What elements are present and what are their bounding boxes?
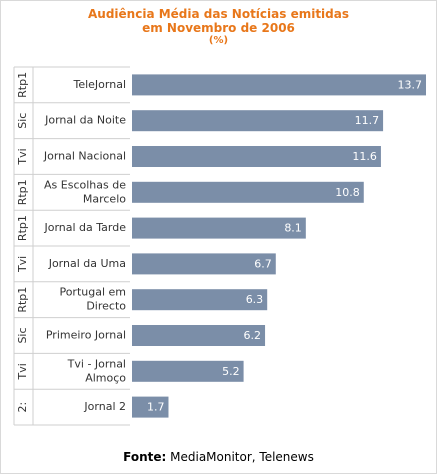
data-label: 11.7: [355, 114, 380, 127]
bar: [132, 396, 169, 418]
category-label: Jornal da Tarde: [43, 221, 126, 234]
channel-label: Rtp1: [16, 215, 29, 241]
bar: [132, 217, 306, 239]
data-label: 10.8: [335, 186, 360, 199]
data-label: 6.2: [244, 329, 262, 342]
channel-label: Rtp1: [16, 179, 29, 205]
source-note: Fonte: MediaMonitor, Telenews: [0, 450, 437, 464]
bar: [132, 289, 268, 311]
category-label-line: Primeiro Jornal: [46, 329, 126, 342]
channel-label: Sic: [16, 113, 29, 129]
category-label: As Escolhas de Marcelo: [44, 178, 126, 205]
data-label: 11.6: [352, 150, 377, 163]
category-label-line: Tvi - Jornal: [67, 357, 126, 370]
channel-label: Rtp1: [16, 72, 29, 98]
source-text: MediaMonitor, Telenews: [170, 450, 314, 464]
data-label: 6.7: [254, 257, 272, 270]
category-label-line: Portugal em: [59, 286, 126, 299]
bar: [132, 74, 426, 96]
category-label: TeleJornal: [72, 78, 126, 91]
chart-title-line1: Audiência Média das Notícias emitidas: [88, 7, 349, 21]
chart-title-unit: (%): [208, 35, 229, 46]
category-label: Tvi - Jornal Almoço: [67, 357, 127, 384]
category-label-line: Jornal da Tarde: [43, 221, 126, 234]
category-label-line: TeleJornal: [72, 78, 126, 91]
bar: [132, 110, 384, 132]
channel-label: Tvi: [16, 363, 29, 380]
data-label: 8.1: [284, 222, 302, 235]
category-label-line: Jornal da Uma: [48, 257, 126, 270]
category-label-line: Marcelo: [83, 192, 126, 205]
category-label-line: Jornal 2: [83, 400, 126, 413]
chart-title-line2: em Novembro de 2006: [142, 21, 295, 35]
category-label: Jornal da Uma: [48, 257, 126, 270]
category-label: Portugal em Directo: [59, 286, 126, 313]
channel-label: Rtp1: [16, 287, 29, 313]
channel-label: Sic: [16, 327, 29, 343]
category-label-line: Almoço: [85, 371, 126, 384]
source-label: Fonte:: [123, 450, 167, 464]
category-label-line: Jornal da Noite: [44, 114, 126, 127]
category-label: Primeiro Jornal: [46, 329, 126, 342]
category-label-line: Directo: [86, 300, 126, 313]
data-label: 6.3: [246, 293, 264, 306]
bar: [132, 253, 276, 275]
category-label: Jornal Nacional: [43, 150, 126, 163]
category-label-line: Jornal Nacional: [43, 150, 126, 163]
category-label: Jornal da Noite: [44, 114, 126, 127]
channel-label: 2:: [16, 402, 29, 413]
channel-label: Tvi: [16, 256, 29, 273]
category-label: Jornal 2: [83, 400, 126, 413]
channel-label: Tvi: [16, 148, 29, 165]
data-label: 13.7: [398, 78, 423, 91]
bar: [132, 181, 364, 203]
bar: [132, 325, 266, 346]
bar: [132, 146, 381, 167]
data-label: 1.7: [147, 401, 165, 414]
bar: [132, 360, 244, 382]
category-label-line: As Escolhas de: [44, 178, 126, 191]
data-label: 5.2: [222, 365, 240, 378]
